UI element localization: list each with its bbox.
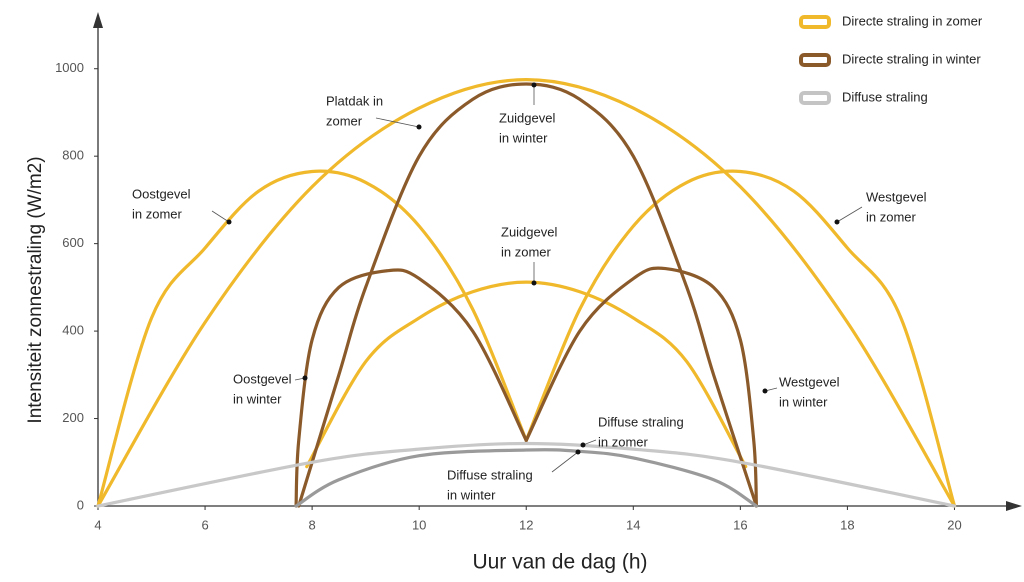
- annotation-text: Zuidgevel: [499, 110, 555, 125]
- x-tick-label: 14: [626, 517, 640, 532]
- series-line: [96, 78, 957, 508]
- series-line: [96, 441, 957, 508]
- x-tick-label: 6: [201, 517, 208, 532]
- annotation-dot: [416, 124, 422, 130]
- x-tick-label: 20: [947, 517, 961, 532]
- y-tick-label: 600: [62, 235, 84, 250]
- series-line: [96, 169, 528, 508]
- annotation-text: in winter: [499, 130, 548, 145]
- y-axis-arrow: [93, 12, 103, 28]
- annotation-dot: [834, 219, 840, 225]
- annotation-dot: [226, 219, 232, 225]
- annotation-text: in winter: [779, 394, 828, 409]
- annotation-text: in zomer: [132, 206, 183, 221]
- annotation-text: in zomer: [598, 434, 649, 449]
- annotation-leader: [836, 206, 863, 223]
- y-axis-label: Intensiteit zonnestraling (W/m2): [25, 156, 46, 423]
- y-tick-label: 1000: [55, 60, 84, 75]
- legend-swatch: [799, 15, 831, 29]
- series-line: [297, 82, 759, 508]
- x-tick-label: 18: [840, 517, 854, 532]
- x-axis-arrow: [1006, 501, 1022, 511]
- x-axis-label: Uur van de dag (h): [472, 551, 647, 574]
- annotation-text: Platdak in: [326, 93, 383, 108]
- series-line: [524, 169, 957, 508]
- annotation-text: Zuidgevel: [501, 224, 557, 239]
- annotation-text: Westgevel: [779, 374, 840, 389]
- annotation-text: Diffuse straling: [598, 414, 684, 429]
- legend-label: Diffuse straling: [842, 89, 928, 104]
- legend-swatch: [799, 91, 831, 105]
- annotation-dot: [762, 388, 768, 394]
- annotation-leader: [551, 451, 579, 473]
- legend-label: Directe straling in winter: [842, 51, 981, 66]
- x-tick-label: 10: [412, 517, 426, 532]
- annotation-text: zomer: [326, 113, 363, 128]
- x-tick-label: 12: [519, 517, 533, 532]
- annotation-dot: [531, 82, 537, 88]
- annotation-text: in winter: [233, 391, 282, 406]
- y-tick-label: 0: [77, 497, 84, 512]
- annotation-text: in zomer: [501, 244, 552, 259]
- series-line: [294, 448, 759, 508]
- annotation-text: Oostgevel: [132, 186, 191, 201]
- series-line: [294, 268, 528, 508]
- annotation-dot: [580, 442, 586, 448]
- annotation-text: in winter: [447, 487, 496, 502]
- x-tick-label: 8: [309, 517, 316, 532]
- annotation-dot: [302, 375, 308, 381]
- annotation-dot: [531, 280, 537, 286]
- y-tick-label: 200: [62, 410, 84, 425]
- annotation-text: Oostgevel: [233, 371, 292, 386]
- y-tick-label: 400: [62, 323, 84, 338]
- annotation-text: Westgevel: [866, 189, 927, 204]
- annotation-text: in zomer: [866, 209, 917, 224]
- series-line: [305, 280, 748, 469]
- x-tick-label: 4: [94, 517, 101, 532]
- y-tick-label: 800: [62, 148, 84, 163]
- legend-swatch: [799, 53, 831, 67]
- annotation-leader: [211, 210, 230, 223]
- annotation-leader: [375, 117, 420, 128]
- x-tick-label: 16: [733, 517, 747, 532]
- annotation-dot: [575, 449, 581, 455]
- legend-label: Directe straling in zomer: [842, 13, 983, 28]
- series-line: [524, 266, 759, 508]
- annotation-text: Diffuse straling: [447, 467, 533, 482]
